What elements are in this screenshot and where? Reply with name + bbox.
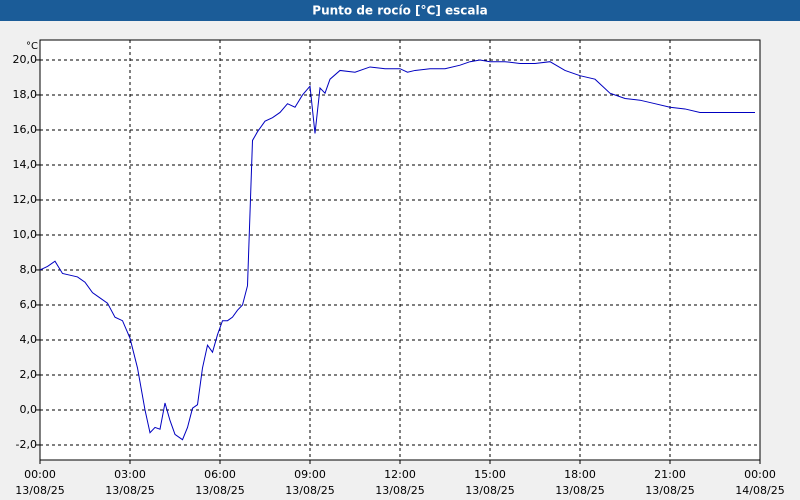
title-bar — [0, 0, 800, 21]
y-tick-label: 6,0 — [20, 298, 38, 311]
y-tick-label: 0,0 — [20, 403, 38, 416]
y-tick-label: 12,0 — [13, 193, 38, 206]
x-tick-label: 13/08/25 — [465, 484, 514, 497]
x-tick-label: 13/08/25 — [555, 484, 604, 497]
y-tick-label: 8,0 — [20, 263, 38, 276]
x-tick-label: 18:00 — [564, 468, 596, 481]
y-unit: °C — [26, 41, 38, 52]
x-tick-label: 13/08/25 — [285, 484, 334, 497]
y-tick-label: 16,0 — [13, 123, 38, 136]
x-tick-label: 21:00 — [654, 468, 686, 481]
x-tick-label: 00:00 — [24, 468, 56, 481]
x-tick-label: 13/08/25 — [105, 484, 154, 497]
y-tick-label: 4,0 — [20, 333, 38, 346]
y-tick-label: 10,0 — [13, 228, 38, 241]
data-line — [39, 59, 755, 441]
chart-title: Punto de rocío [°C] escala — [312, 4, 487, 18]
x-tick-label: 13/08/25 — [645, 484, 694, 497]
y-tick-label: -2,0 — [16, 438, 37, 451]
y-tick-label: 20,0 — [13, 53, 38, 66]
x-tick-label: 06:00 — [204, 468, 236, 481]
x-tick-label: 13/08/25 — [375, 484, 424, 497]
x-tick-label: 15:00 — [474, 468, 506, 481]
x-tick-label: 13/08/25 — [15, 484, 64, 497]
x-tick-label: 09:00 — [294, 468, 326, 481]
x-tick-label: 13/08/25 — [195, 484, 244, 497]
x-tick-label: 14/08/25 — [735, 484, 784, 497]
y-tick-label: 2,0 — [20, 368, 38, 381]
y-tick-label: 18,0 — [13, 88, 38, 101]
x-tick-label: 03:00 — [114, 468, 146, 481]
x-tick-label: 12:00 — [384, 468, 416, 481]
y-tick-label: 14,0 — [13, 158, 38, 171]
x-tick-label: 00:00 — [744, 468, 776, 481]
